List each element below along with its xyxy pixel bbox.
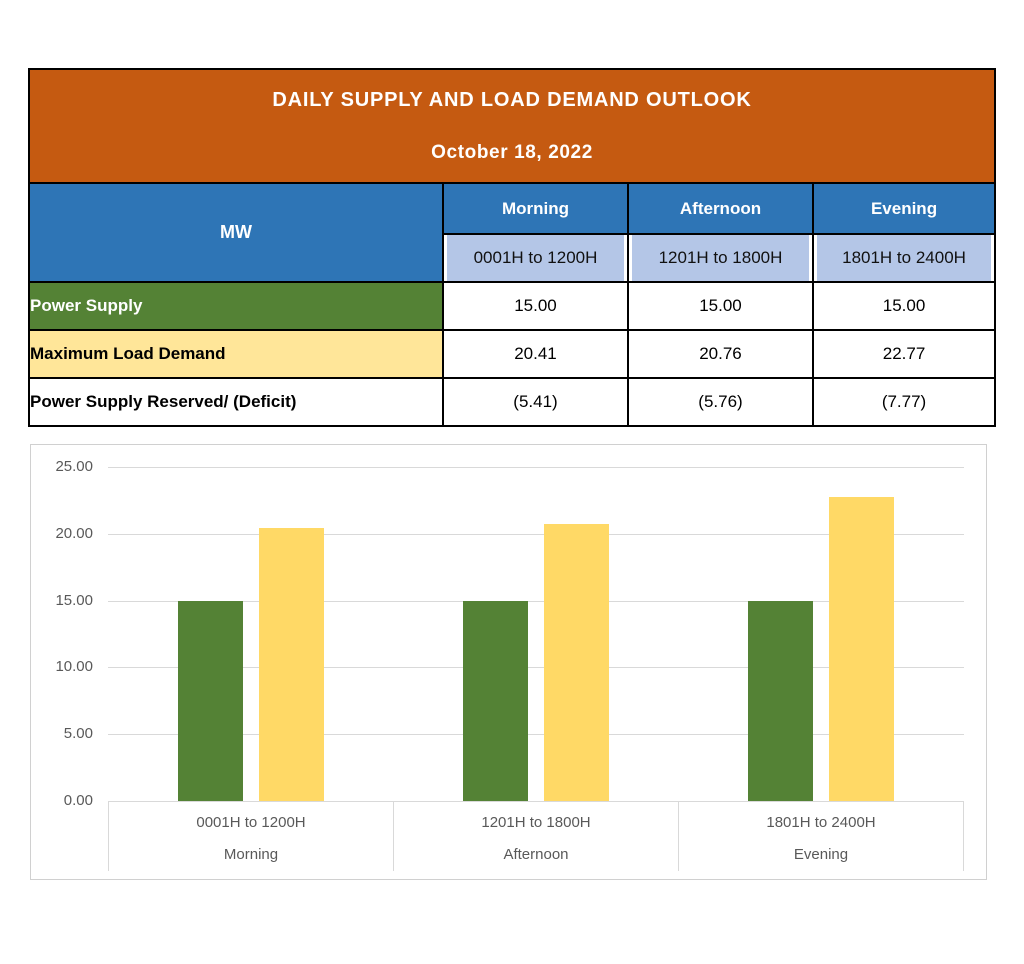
y-axis-tick-label: 10.00: [55, 658, 93, 675]
bar-power-supply-evening: [748, 600, 814, 801]
column-header-morning: Morning: [442, 182, 629, 235]
y-axis-tick-label: 15.00: [55, 592, 93, 609]
category-hours-label: 0001H to 1200H: [196, 814, 306, 831]
table-title: DAILY SUPPLY AND LOAD DEMAND OUTLOOK: [272, 88, 752, 111]
gridline: [108, 667, 964, 669]
category-group-morning: 0001H to 1200H Morning: [109, 802, 394, 871]
table-row: Maximum Load Demand 20.41 20.76 22.77: [28, 329, 997, 379]
gridline: [108, 734, 964, 736]
value-power-supply-evening: 15.00: [811, 281, 997, 331]
bar-max-load-evening: [829, 496, 895, 801]
y-axis-tick-label: 20.00: [55, 525, 93, 542]
table-title-banner: DAILY SUPPLY AND LOAD DEMAND OUTLOOK Oct…: [27, 68, 997, 184]
value-reserve-evening: (7.77): [811, 377, 997, 427]
category-group-afternoon: 1201H to 1800H Afternoon: [394, 802, 679, 871]
y-axis-tick-label: 5.00: [63, 725, 93, 742]
category-hours-label: 1801H to 2400H: [766, 814, 876, 831]
value-max-load-afternoon: 20.76: [627, 329, 814, 379]
gridline: [108, 467, 964, 468]
table-date: October 18, 2022: [431, 141, 593, 163]
category-hours-label: 1201H to 1800H: [481, 814, 591, 831]
hours-header-evening: 1801H to 2400H: [811, 233, 997, 283]
category-period-label: Evening: [793, 846, 849, 863]
unit-header-cell: MW: [28, 182, 444, 283]
value-max-load-morning: 20.41: [442, 329, 629, 379]
category-period-label: Morning: [223, 846, 279, 863]
bar-group-evening: [679, 467, 964, 801]
plot-area: [108, 467, 964, 801]
table-row: Power Supply Reserved/ (Deficit) (5.41) …: [28, 377, 997, 427]
y-axis-tick-label: 25.00: [55, 458, 93, 475]
value-power-supply-morning: 15.00: [442, 281, 629, 331]
row-label-max-load-demand: Maximum Load Demand: [28, 329, 444, 379]
bar-max-load-morning: [258, 528, 324, 801]
hours-header-morning: 0001H to 1200H: [442, 233, 629, 283]
value-reserve-morning: (5.41): [442, 377, 629, 427]
supply-demand-table: DAILY SUPPLY AND LOAD DEMAND OUTLOOK Oct…: [27, 68, 997, 427]
row-label-reserve-deficit: Power Supply Reserved/ (Deficit): [28, 377, 444, 427]
gridline: [108, 533, 964, 535]
column-header-afternoon: Afternoon: [627, 182, 814, 235]
category-group-evening: 1801H to 2400H Evening: [679, 802, 963, 871]
bar-power-supply-afternoon: [462, 600, 528, 801]
bar-group-afternoon: [393, 467, 678, 801]
value-reserve-afternoon: (5.76): [627, 377, 814, 427]
gridline: [108, 600, 964, 602]
value-max-load-evening: 22.77: [811, 329, 997, 379]
table-row: Power Supply 15.00 15.00 15.00: [28, 281, 997, 331]
bar-group-morning: [108, 467, 393, 801]
row-label-power-supply: Power Supply: [28, 281, 444, 331]
bar-power-supply-morning: [177, 600, 243, 801]
column-header-evening: Evening: [811, 182, 997, 235]
supply-demand-bar-chart: 25.00 20.00 15.00 10.00 5.00 0.00 0001H …: [30, 444, 987, 880]
category-period-label: Afternoon: [503, 846, 569, 863]
hours-header-afternoon: 1201H to 1800H: [627, 233, 814, 283]
value-power-supply-afternoon: 15.00: [627, 281, 814, 331]
category-axis: 0001H to 1200H Morning 1201H to 1800H Af…: [108, 801, 964, 871]
bar-max-load-afternoon: [543, 523, 609, 801]
y-axis-tick-label: 0.00: [63, 792, 93, 809]
